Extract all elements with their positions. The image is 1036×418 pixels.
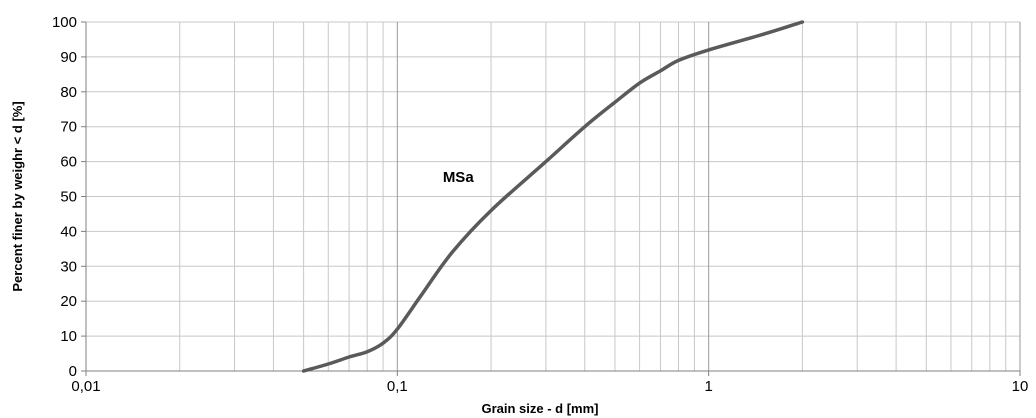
x-tick-label: 0,01 <box>71 378 100 395</box>
series-layer <box>301 20 805 373</box>
x-axis-title: Grain size - d [mm] <box>481 401 598 416</box>
grid <box>85 21 1021 372</box>
y-tick-label: 60 <box>60 154 77 171</box>
y-tick-label: 70 <box>60 119 77 136</box>
x-tick-label: 1 <box>704 378 712 395</box>
y-tick-label: 0 <box>69 363 77 380</box>
y-axis-title: Percent finer by weighr < d [%] <box>10 101 25 291</box>
y-tick-label: 90 <box>60 49 77 66</box>
series-annotation: MSa <box>443 169 475 186</box>
x-tick-label: 0,1 <box>387 378 408 395</box>
x-tick-label: 10 <box>1012 378 1029 395</box>
axes <box>81 21 1021 376</box>
y-tick-label: 30 <box>60 258 77 275</box>
tick-labels: 0 10 20 30 40 50 60 70 80 90 100 0,01 0,1 1 10 <box>52 14 1028 395</box>
y-tick-label: 20 <box>60 293 77 310</box>
y-tick-label: 80 <box>60 84 77 101</box>
y-tick-label: 100 <box>52 14 77 31</box>
y-tick-label: 10 <box>60 328 77 345</box>
y-tick-label: 40 <box>60 223 77 240</box>
y-tick-label: 50 <box>60 189 77 206</box>
series-line <box>301 20 805 373</box>
